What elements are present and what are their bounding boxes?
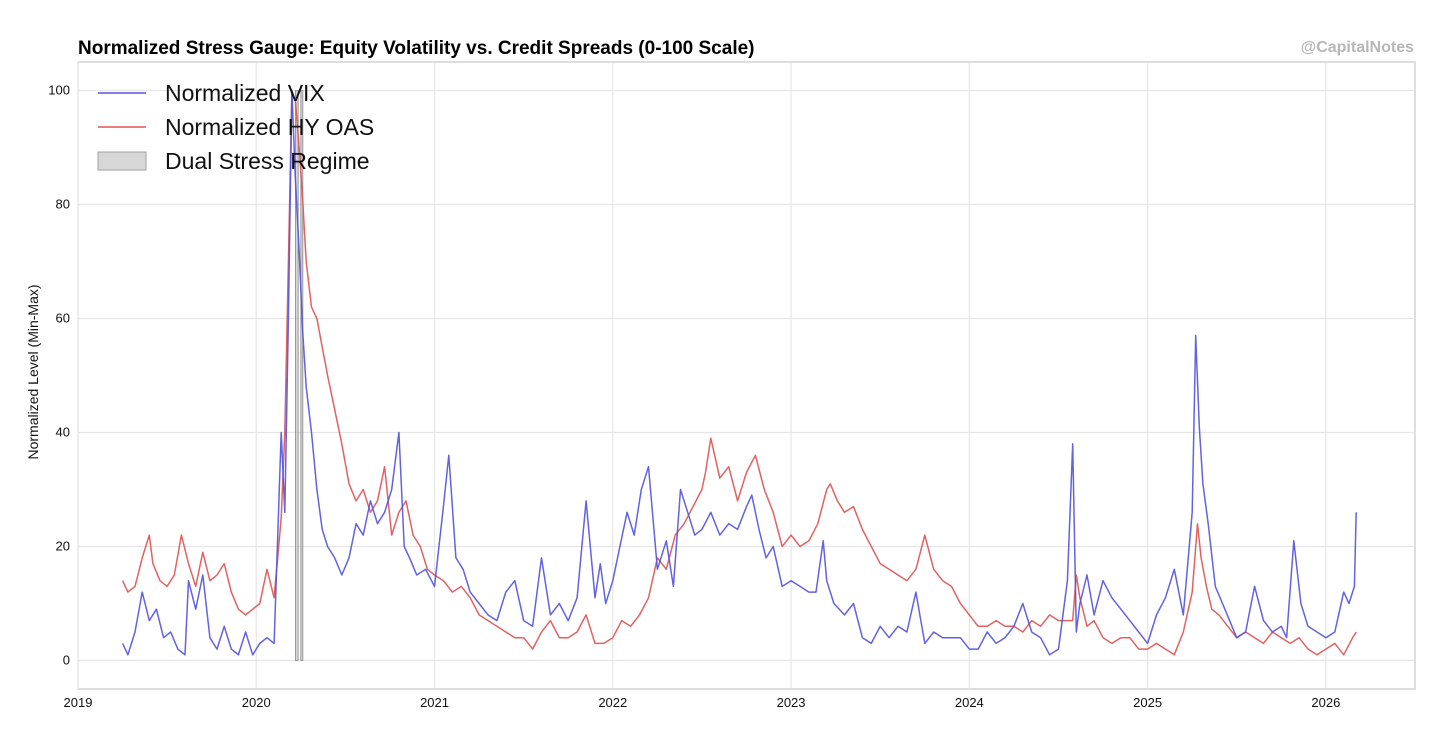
x-tick-label: 2020: [242, 695, 271, 710]
y-tick-label: 20: [56, 539, 70, 554]
x-tick-label: 2024: [955, 695, 984, 710]
dual-stress-region-0: [295, 90, 299, 661]
y-axis-label: Normalized Level (Min-Max): [25, 284, 41, 459]
watermark: @CapitalNotes: [1301, 39, 1415, 56]
dual-stress-region-1: [300, 90, 304, 661]
y-tick-label: 60: [56, 311, 70, 326]
y-tick-label: 40: [56, 425, 70, 440]
x-tick-label: 2019: [64, 695, 93, 710]
chart-title: Normalized Stress Gauge: Equity Volatili…: [78, 38, 755, 59]
x-tick-label: 2025: [1133, 695, 1162, 710]
y-tick-label: 0: [63, 653, 70, 668]
x-tick-label: 2023: [777, 695, 806, 710]
legend-swatch-dual-stress: [97, 151, 147, 171]
axis-ticks: 0 20 40 60 80 100 2019 2020 2021 2022 2023 2024 2025…: [48, 83, 1340, 711]
series-line-hy-oas: [121, 89, 1357, 656]
x-tick-label: 2026: [1311, 695, 1340, 710]
series-lines: [121, 89, 1357, 656]
series-line-vix: [121, 89, 1357, 656]
legend-label-hy-oas: Normalized HY OAS: [165, 114, 374, 140]
legend-label-dual-stress: Dual Stress Regime: [165, 148, 370, 174]
x-tick-label: 2022: [598, 695, 627, 710]
dual-stress-regime-regions: [295, 90, 304, 661]
y-tick-label: 100: [48, 83, 70, 98]
y-tick-label: 80: [56, 197, 70, 212]
legend-label-vix: Normalized VIX: [165, 80, 325, 106]
legend: Normalized VIX Normalized HY OAS Dual St…: [97, 80, 374, 174]
x-tick-label: 2021: [420, 695, 449, 710]
